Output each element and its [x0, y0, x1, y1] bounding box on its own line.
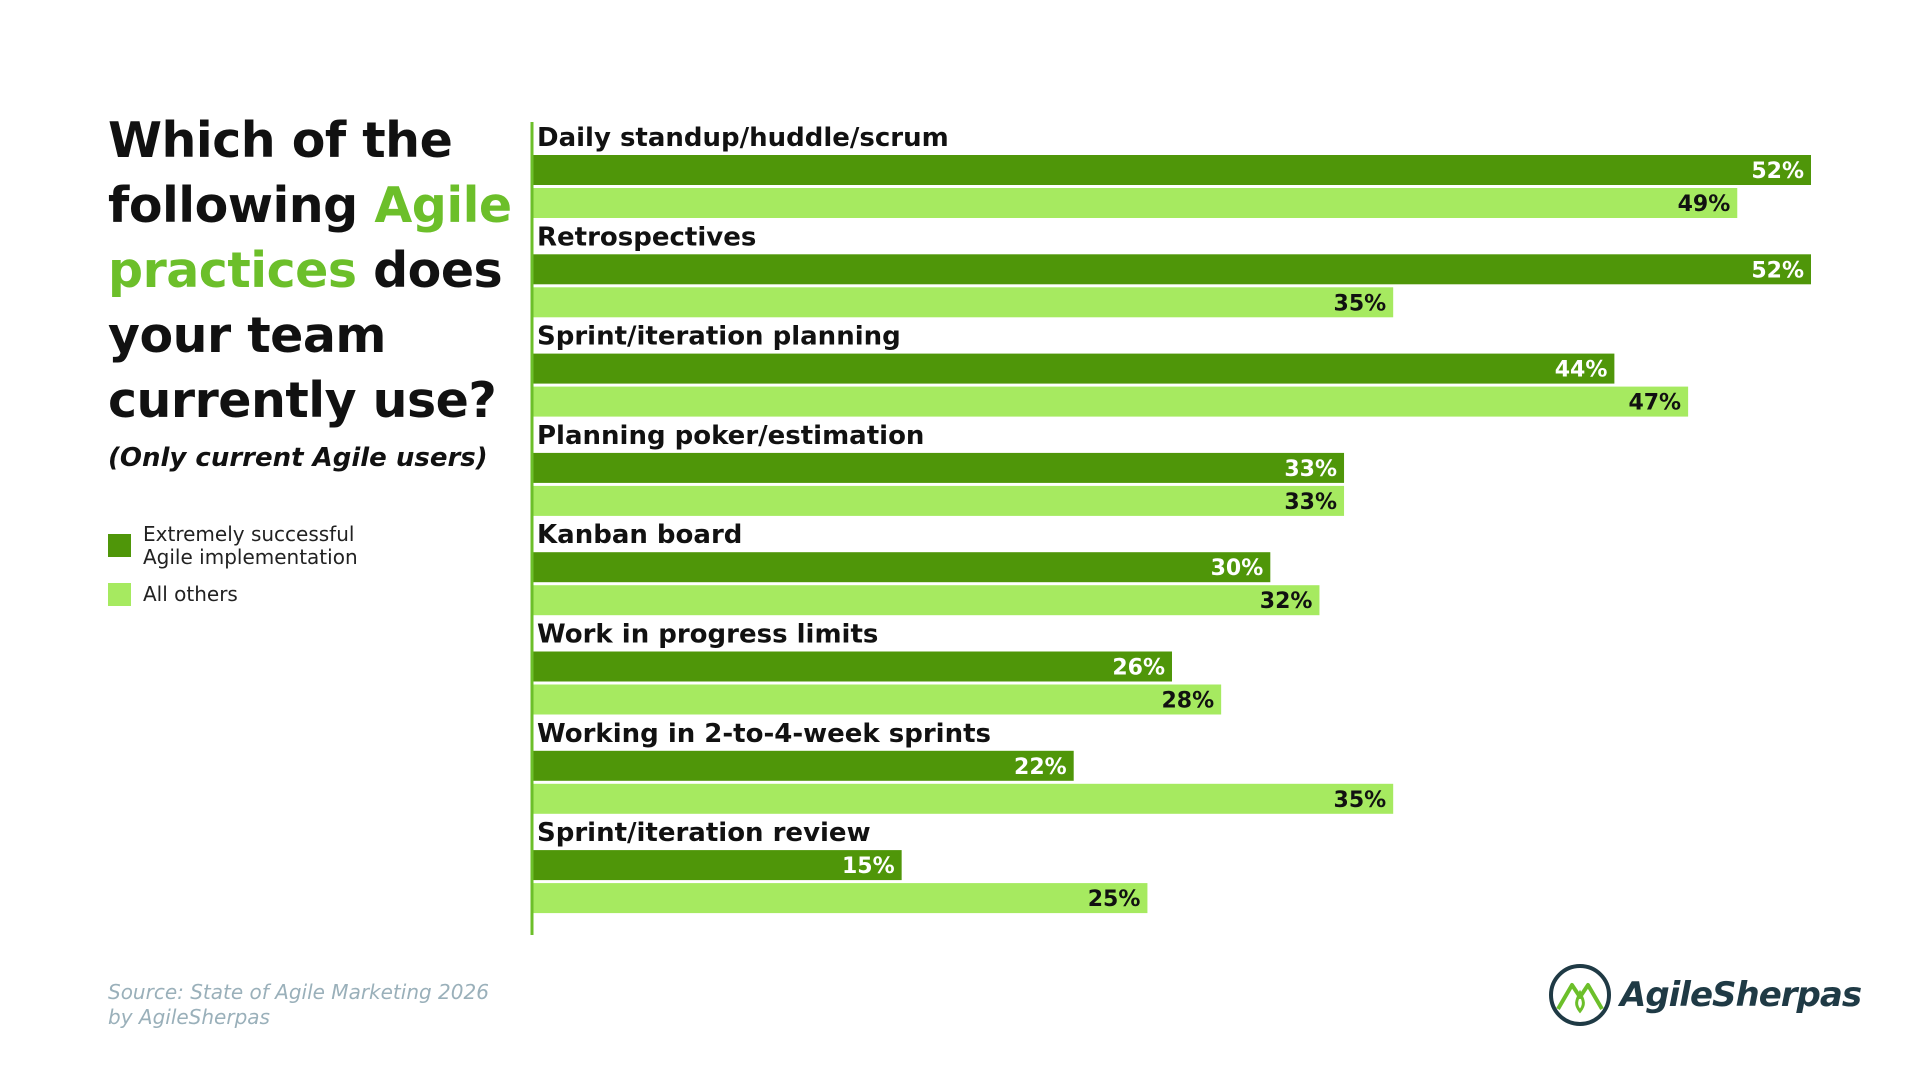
bar-successful	[533, 155, 1811, 185]
data-label-successful: 15%	[842, 854, 895, 879]
data-label-successful: 52%	[1751, 258, 1804, 283]
category-label: Retrospectives	[537, 222, 756, 252]
title-accent: Agile practices	[108, 177, 512, 299]
source-note: Source: State of Agile Marketing 2026 by…	[108, 980, 489, 1030]
data-label-others: 49%	[1678, 192, 1731, 217]
data-label-successful: 22%	[1014, 755, 1067, 780]
data-label-successful: 33%	[1284, 457, 1337, 482]
data-label-others: 25%	[1088, 887, 1141, 912]
legend-item-successful: Extremely successful Agile implementatio…	[108, 523, 403, 569]
bar-others	[533, 188, 1738, 218]
bar-successful	[533, 353, 1615, 384]
bar-others	[533, 585, 1320, 616]
bar-others	[533, 684, 1222, 715]
data-label-successful: 44%	[1555, 358, 1608, 383]
data-label-successful: 52%	[1751, 159, 1804, 184]
mountain-drop-logo-icon	[1549, 964, 1611, 1026]
data-label-others: 35%	[1334, 291, 1387, 316]
agilesherpas-logo: AgileSherpas	[1548, 963, 1862, 1027]
bar-others	[533, 386, 1689, 417]
category-label: Working in 2-to-4-week sprints	[537, 719, 991, 749]
chart-title: Which of the following Agile practices d…	[108, 108, 528, 433]
source-line1: Source: State of Agile Marketing 2026	[108, 980, 489, 1004]
bar-others	[533, 783, 1394, 814]
bar-successful	[533, 651, 1172, 682]
legend-swatch-successful	[108, 534, 131, 557]
category-label: Daily standup/huddle/scrum	[537, 123, 949, 153]
data-label-others: 47%	[1628, 391, 1681, 416]
legend: Extremely successful Agile implementatio…	[108, 523, 403, 620]
bar-successful	[533, 750, 1074, 781]
bar-successful	[533, 452, 1345, 483]
bar-others	[533, 287, 1394, 318]
bar-others	[533, 485, 1345, 516]
chart-subtitle: (Only current Agile users)	[108, 443, 488, 473]
legend-label-successful: Extremely successful Agile implementatio…	[143, 522, 358, 569]
data-label-successful: 26%	[1112, 656, 1165, 681]
data-label-successful: 30%	[1211, 556, 1264, 581]
logo-text: AgileSherpas	[1620, 975, 1862, 1015]
data-label-others: 28%	[1161, 689, 1214, 714]
category-label: Sprint/iteration planning	[537, 322, 901, 352]
title-part2: does your team currently use?	[108, 242, 503, 429]
data-label-others: 33%	[1284, 490, 1337, 515]
category-label: Kanban board	[537, 520, 742, 550]
data-label-others: 35%	[1334, 788, 1387, 813]
bar-successful	[533, 254, 1811, 285]
legend-swatch-others	[108, 583, 131, 606]
bar-successful	[533, 850, 902, 881]
category-label: Sprint/iteration review	[537, 818, 871, 848]
category-label: Planning poker/estimation	[537, 421, 924, 451]
source-line2: by AgileSherpas	[108, 1005, 270, 1029]
title-part1: Which of the following	[108, 112, 453, 234]
legend-label-others: All others	[143, 582, 238, 606]
data-label-others: 32%	[1260, 589, 1313, 614]
legend-item-others: All others	[108, 583, 403, 606]
bar-successful	[533, 552, 1271, 583]
category-label: Work in progress limits	[537, 620, 878, 650]
bar-others	[533, 883, 1148, 914]
